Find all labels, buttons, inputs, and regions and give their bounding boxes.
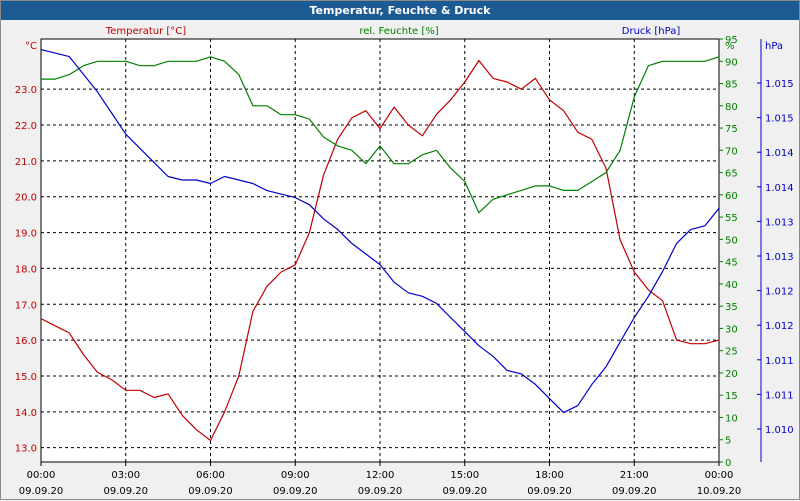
pressure-unit-label: hPa [765,41,783,52]
x-tick-label-date: 09.09.20 [273,486,318,497]
humidity-unit-label: % [725,41,735,52]
x-tick-label-date: 09.09.20 [358,486,403,497]
humidity-tick-label: 5 [725,436,731,447]
humidity-tick-label: 75 [725,124,738,135]
pressure-tick-label: 1.013 [765,217,794,228]
humidity-tick-label: 40 [725,280,738,291]
temperature-unit-label: °C [25,41,37,52]
humidity-tick-label: 15 [725,391,738,402]
humidity-tick-label: 30 [725,324,738,335]
x-tick-label-date: 09.09.20 [188,486,233,497]
humidity-tick-label: 25 [725,347,738,358]
humidity-tick-label: 90 [725,57,738,68]
series-line-humidity [41,56,720,214]
humidity-tick-label: 20 [725,369,738,380]
x-tick-label-time: 18:00 [535,470,564,481]
x-tick-label-date: 09.09.20 [527,486,572,497]
x-tick-label-time: 12:00 [366,470,395,481]
humidity-tick-label: 95 [725,35,738,46]
x-tick-label-date: 09.09.20 [103,486,148,497]
series-title-humidity: rel. Feuchte [%] [359,26,438,37]
x-tick-label-time: 21:00 [620,470,649,481]
x-tick-label-date: 10.09.20 [697,486,742,497]
humidity-tick-label: 80 [725,102,738,113]
temperature-tick-label: 13.0 [15,444,37,455]
pressure-tick-label: 1.012 [765,287,794,298]
temperature-tick-label: 15.0 [15,372,37,383]
pressure-tick-label: 1.010 [765,425,794,436]
humidity-tick-label: 50 [725,235,738,246]
pressure-tick-label: 1.011 [765,390,794,401]
humidity-tick-label: 10 [725,413,738,424]
x-tick-label-time: 06:00 [196,470,225,481]
humidity-tick-label: 85 [725,80,738,91]
x-tick-label-time: 00:00 [27,470,56,481]
window-title: Temperatur, Feuchte & Druck [1,1,799,20]
temperature-tick-label: 16.0 [15,336,37,347]
pressure-tick-label: 1.013 [765,252,794,263]
x-tick-label-date: 09.09.20 [612,486,657,497]
humidity-tick-label: 0 [725,458,731,469]
series-line-pressure [40,49,720,414]
x-tick-label-time: 03:00 [111,470,140,481]
temperature-tick-label: 20.0 [15,193,37,204]
pressure-tick-label: 1.014 [765,183,794,194]
pressure-tick-label: 1.015 [765,114,794,125]
humidity-tick-label: 70 [725,146,738,157]
temperature-tick-label: 19.0 [15,229,37,240]
humidity-tick-label: 45 [725,258,738,269]
series-line-temperature [40,59,720,442]
temperature-tick-label: 17.0 [15,300,37,311]
pressure-tick-label: 1.012 [765,321,794,332]
series-title-temperature: Temperatur [°C] [105,26,186,37]
pressure-tick-label: 1.014 [765,148,794,159]
humidity-tick-label: 35 [725,302,738,313]
series-title-pressure: Druck [hPa] [622,26,681,37]
x-tick-label-date: 09.09.20 [19,486,64,497]
temperature-tick-label: 14.0 [15,408,37,419]
temperature-tick-label: 21.0 [15,157,37,168]
humidity-tick-label: 65 [725,169,738,180]
x-tick-label-time: 15:00 [450,470,479,481]
temperature-tick-label: 22.0 [15,121,37,132]
humidity-tick-label: 60 [725,191,738,202]
temperature-tick-label: 23.0 [15,85,37,96]
x-tick-label-time: 09:00 [281,470,310,481]
pressure-tick-label: 1.015 [765,79,794,90]
x-tick-label-date: 09.09.20 [442,486,487,497]
temperature-tick-label: 18.0 [15,264,37,275]
humidity-tick-label: 55 [725,213,738,224]
pressure-tick-label: 1.011 [765,356,794,367]
x-tick-label-time: 00:00 [705,470,734,481]
